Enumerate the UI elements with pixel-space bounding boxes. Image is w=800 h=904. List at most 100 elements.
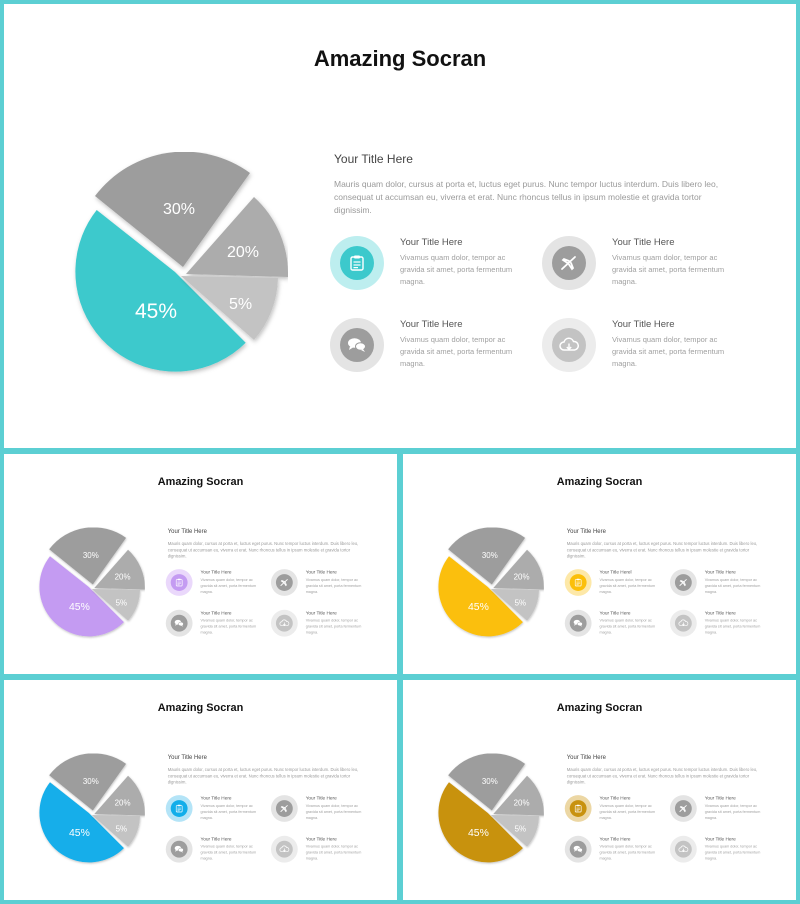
feature-title: Your Title Here [305,795,337,802]
pie-label-45: 45% [69,828,90,839]
slide-title: Amazing Socran [157,474,244,488]
feature-icon-circle [165,609,193,637]
pie-label-20: 20% [115,799,131,808]
clipboard-icon [170,800,188,817]
pie-slice-20 [493,549,544,590]
feature-icon-circle [270,835,298,863]
feature-title: Your Title Here [612,237,675,248]
airplane-icon [275,800,293,817]
feature-title: Your Title Here [400,319,463,330]
section-description: Mauris quam dolor, cursus at porta et, l… [566,540,758,559]
slide-variant-blue: Amazing Socran 45% 30% 20% 5% Your Title… [4,680,397,900]
pie-chart: 45% 30% 20% 5% [39,527,145,637]
slide-content: Amazing Socran 45% 30% 20% 5% Your Title… [4,454,397,674]
clipboard-icon [569,574,587,591]
pie-label-20: 20% [514,573,530,582]
pie-label-5: 5% [116,598,127,607]
chat-icon [569,614,587,632]
section-heading: Your Title Here [167,753,207,761]
feature-icon-circle [270,569,298,596]
feature-title: Your Title Here [400,237,463,248]
feature-item-4: Your Title Here Vivamus quam dolor, temp… [669,835,774,866]
pie-chart: 45% 30% 20% 5% [39,753,145,863]
feature-icon-circle [542,318,596,372]
feature-text: Vivamus quam dolor, tempor ac gravida si… [400,335,513,368]
feature-text: Vivamus quam dolor, tempor ac gravida si… [200,577,257,594]
clipboard-icon [170,574,188,591]
pie-chart: 45% 30% 20% 5% [75,152,288,372]
pie-label-45: 45% [468,828,489,839]
section-heading: Your Title Here [334,152,413,166]
airplane-icon [552,246,586,280]
feature-text: Vivamus quam dolor, tempor ac gravida si… [305,577,362,594]
feature-title: Your Title Here [200,795,232,802]
pie-label-5: 5% [229,296,252,313]
feature-icon-circle [564,795,592,822]
pie-label-30: 30% [482,777,498,786]
pie-label-20: 20% [514,799,530,808]
feature-text: Vivamus quam dolor, tempor ac gravida si… [612,335,725,368]
feature-icon-circle [165,835,193,863]
section-heading: Your Title Here [566,527,606,535]
feature-title: Your Title Herel [599,569,632,576]
pie-slice-45 [39,782,124,863]
pie-label-45: 45% [135,300,177,323]
pie-slice-45 [438,782,523,863]
pie-slice-20 [94,775,145,816]
section-description: Mauris quam dolor, cursus at porta et, l… [167,766,359,785]
feature-title: Your Title Here [599,836,631,842]
pie-label-30: 30% [482,551,498,560]
feature-icon-circle [669,569,697,596]
feature-title: Your Title Here [305,836,337,842]
slide-title: Amazing Socran [157,700,244,714]
cloud-download-icon [275,614,293,632]
pie-chart: 45% 30% 20% 5% [438,753,544,863]
feature-icon-circle [564,569,592,596]
pie-label-30: 30% [163,201,195,218]
feature-title: Your Title Here [305,569,337,576]
section-heading: Your Title Here [167,527,207,535]
feature-title: Your Title Here [704,569,736,576]
pie-slice-20 [94,549,145,590]
feature-item-2: Your Title Here Vivamus quam dolor, temp… [270,569,375,599]
feature-text: Vivamus quam dolor, tempor ac gravida si… [599,803,656,820]
feature-text: Vivamus quam dolor, tempor ac gravida si… [704,618,761,635]
feature-text: Vivamus quam dolor, tempor ac gravida si… [305,844,362,861]
feature-title: Your Title Here [612,319,675,330]
feature-item-3: Your Title Here Vivamus quam dolor, temp… [564,835,669,866]
feature-icon-circle [542,236,596,290]
feature-title: Your Title Here [200,610,232,616]
feature-title: Your Title Here [305,610,337,616]
feature-text: Vivamus quam dolor, tempor ac gravida si… [704,803,761,820]
feature-icon-circle [270,795,298,822]
feature-item-4: Your Title Here Vivamus quam dolor, temp… [270,609,375,640]
pie-slice-45 [438,556,523,637]
slide-content: Amazing Socran 45% 30% 20% 5% Your Title… [403,680,796,900]
feature-item-2: Your Title Here Vivamus quam dolor, temp… [542,236,752,296]
feature-item-2: Your Title Here Vivamus quam dolor, temp… [669,795,774,825]
airplane-icon [275,574,293,591]
clipboard-icon [340,246,374,280]
pie-slice-30 [95,152,250,267]
feature-item-1: Your Title Here Vivamus quam dolor, temp… [165,569,270,599]
pie-slice-45 [39,556,124,637]
pie-label-5: 5% [515,824,526,833]
pie-slice-45 [75,210,246,372]
pie-chart: 45% 30% 20% 5% [438,527,544,637]
slide-variant-yellow: Amazing Socran 45% 30% 20% 5% Your Title… [403,454,796,674]
pie-label-30: 30% [83,777,99,786]
feature-title: Your Title Here [200,569,232,576]
feature-text: Vivamus quam dolor, tempor ac gravida si… [599,577,656,594]
feature-item-4: Your Title Here Vivamus quam dolor, temp… [669,609,774,640]
slide-title: Amazing Socran [556,700,643,714]
pie-slice-30 [448,753,526,811]
feature-icon-circle [330,318,384,372]
feature-text: Vivamus quam dolor, tempor ac gravida si… [704,844,761,861]
feature-item-3: Your Title Here Vivamus quam dolor, temp… [165,609,270,640]
feature-item-2: Your Title Here Vivamus quam dolor, temp… [270,795,375,825]
feature-title: Your Title Here [704,610,736,616]
pie-slice-5 [490,814,539,847]
feature-item-3: Your Title Here Vivamus quam dolor, temp… [564,609,669,640]
chat-icon [340,328,374,362]
cloud-download-icon [552,328,586,362]
